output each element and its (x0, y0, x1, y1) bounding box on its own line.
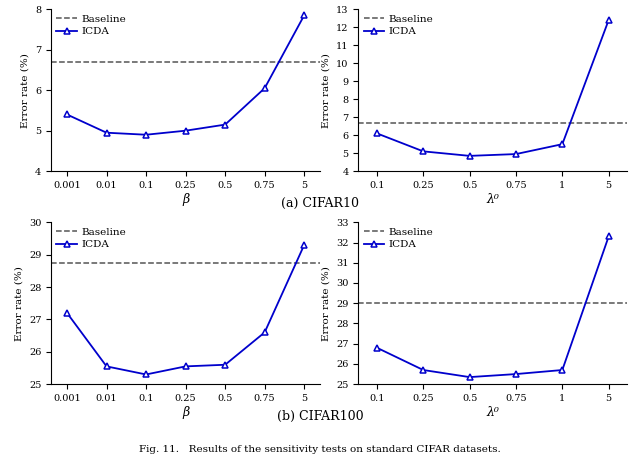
ICDA (261, 330, 269, 335)
ICDA (373, 131, 381, 136)
ICDA (605, 234, 612, 239)
X-axis label: λ⁰: λ⁰ (486, 193, 499, 206)
Legend: Baseline, ICDA: Baseline, ICDA (362, 225, 435, 251)
Baseline (102, 59, 110, 65)
ICDA (512, 151, 520, 157)
Y-axis label: Error rate (%): Error rate (%) (20, 53, 29, 128)
ICDA (466, 374, 474, 380)
ICDA (102, 363, 110, 369)
Baseline (373, 300, 381, 306)
Legend: Baseline, ICDA: Baseline, ICDA (54, 13, 128, 38)
Text: (b) CIFAR100: (b) CIFAR100 (276, 410, 364, 423)
X-axis label: β: β (182, 193, 189, 206)
ICDA (261, 85, 269, 91)
Line: ICDA: ICDA (374, 234, 611, 380)
ICDA (102, 130, 110, 136)
ICDA (559, 367, 566, 373)
ICDA (466, 153, 474, 159)
Y-axis label: Error rate (%): Error rate (%) (15, 266, 24, 341)
Legend: Baseline, ICDA: Baseline, ICDA (54, 225, 128, 251)
Baseline (102, 260, 110, 266)
ICDA (63, 112, 71, 117)
ICDA (182, 128, 189, 133)
Y-axis label: Error rate (%): Error rate (%) (322, 266, 331, 341)
Text: Fig. 11.   Results of the sensitivity tests on standard CIFAR datasets.: Fig. 11. Results of the sensitivity test… (139, 445, 501, 454)
Line: ICDA: ICDA (64, 13, 307, 138)
ICDA (419, 367, 427, 373)
ICDA (182, 363, 189, 369)
ICDA (221, 362, 229, 368)
X-axis label: λ⁰: λ⁰ (486, 406, 499, 419)
Text: (a) CIFAR10: (a) CIFAR10 (281, 197, 359, 210)
Baseline (419, 120, 427, 125)
Line: ICDA: ICDA (64, 242, 307, 377)
ICDA (605, 17, 612, 23)
ICDA (419, 149, 427, 154)
X-axis label: β: β (182, 406, 189, 419)
ICDA (63, 310, 71, 316)
Y-axis label: Error rate (%): Error rate (%) (322, 53, 331, 128)
Baseline (63, 260, 71, 266)
ICDA (512, 371, 520, 377)
Legend: Baseline, ICDA: Baseline, ICDA (362, 13, 435, 38)
Baseline (419, 300, 427, 306)
ICDA (559, 141, 566, 147)
ICDA (373, 345, 381, 350)
ICDA (300, 242, 308, 248)
ICDA (142, 132, 150, 138)
ICDA (221, 122, 229, 127)
Baseline (373, 120, 381, 125)
ICDA (300, 13, 308, 18)
Line: ICDA: ICDA (374, 17, 611, 159)
ICDA (142, 372, 150, 377)
Baseline (63, 59, 71, 65)
